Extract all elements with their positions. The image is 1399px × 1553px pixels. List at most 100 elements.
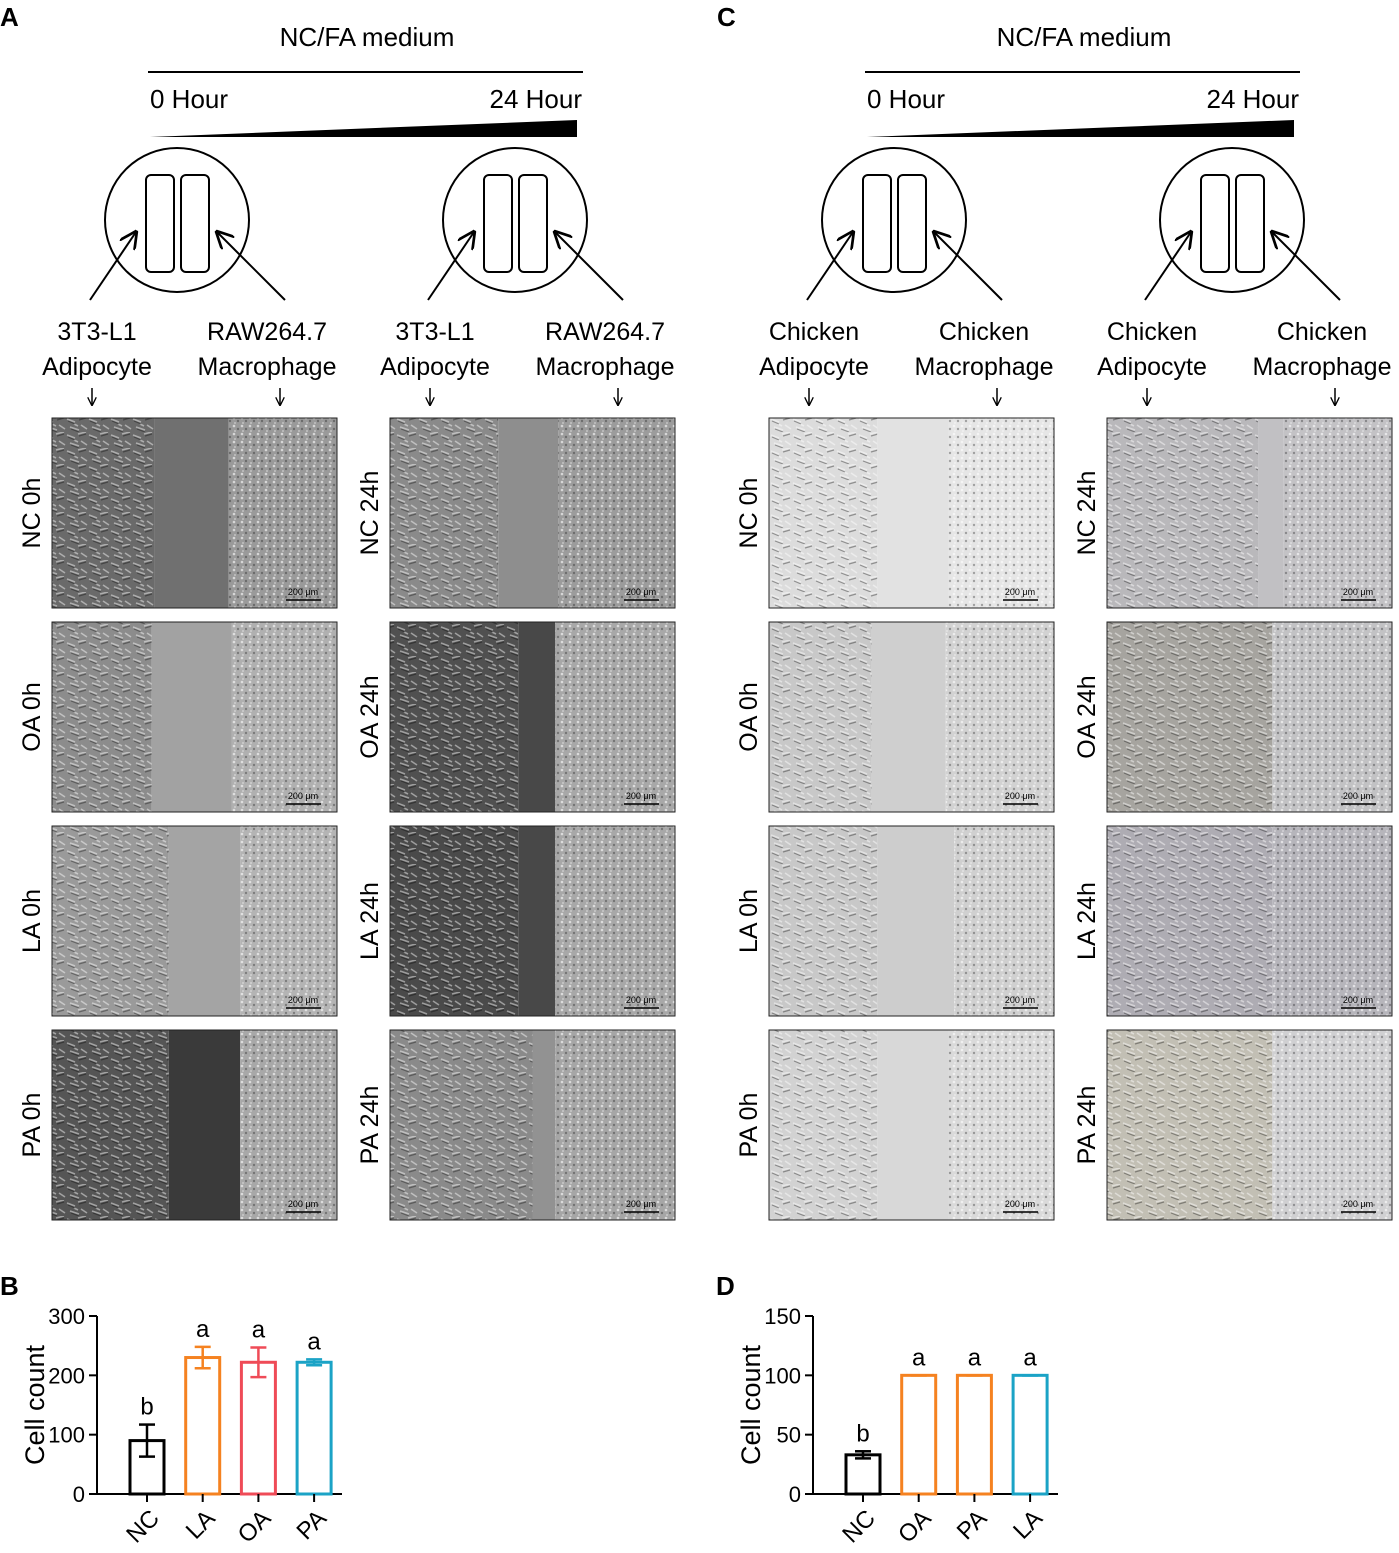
micrograph-texture: [555, 1030, 675, 1220]
row-label: NC 24h: [1073, 471, 1101, 556]
row-label: OA 0h: [18, 682, 46, 752]
significance-label: b: [856, 1420, 869, 1447]
scale-bar-label: 200 μm: [1343, 587, 1373, 597]
micrograph-texture: [52, 826, 169, 1016]
micrograph-frame: [768, 417, 1055, 609]
cell-label: 3T3-L1: [395, 318, 474, 346]
row-label: LA 24h: [1073, 882, 1101, 960]
significance-label: a: [1023, 1344, 1037, 1371]
cell-label: Macrophage: [915, 353, 1054, 381]
y-axis-label: Cell count: [736, 1344, 766, 1465]
cell-label: Macrophage: [536, 353, 675, 381]
time-wedge: [867, 120, 1294, 137]
significance-label: a: [912, 1344, 926, 1371]
x-tick-label: OA: [233, 1505, 277, 1549]
pointer-arrow: [1144, 232, 1191, 301]
micrograph-texture: [390, 1030, 533, 1220]
error-bar: [194, 1345, 211, 1370]
row-label: PA 0h: [735, 1093, 763, 1158]
micrograph-texture: [390, 826, 519, 1016]
micrograph-texture: [769, 418, 878, 608]
insert-well: [1200, 174, 1230, 273]
scale-bar-label: 200 μm: [288, 587, 318, 597]
cell-label: Macrophage: [198, 353, 337, 381]
row-label: OA 24h: [1073, 675, 1101, 758]
insert-well: [1235, 174, 1265, 273]
scale-bar-label: 200 μm: [1343, 791, 1373, 801]
micrograph-texture: [1283, 418, 1392, 608]
micrograph-gap: [518, 622, 556, 812]
insert-well: [862, 174, 892, 273]
panel-letter: A: [0, 2, 19, 32]
micrograph-texture: [1107, 1030, 1273, 1220]
significance-label: b: [140, 1394, 153, 1421]
error-bar: [306, 1358, 323, 1367]
pointer-arrow: [427, 232, 474, 301]
cell-label: Adipocyte: [1097, 353, 1207, 381]
micrograph-gap: [498, 418, 559, 608]
micrograph-frame: [1106, 621, 1393, 813]
x-tick-label: NC: [121, 1505, 165, 1549]
scale-bar-label: 200 μm: [626, 791, 656, 801]
medium-label: NC/FA medium: [280, 22, 455, 52]
cell-label: Chicken: [939, 318, 1029, 346]
significance-label: a: [196, 1316, 210, 1343]
micrograph-frame: [389, 417, 676, 609]
scale-bar-label: 200 μm: [288, 1199, 318, 1209]
cell-label: RAW264.7: [545, 318, 665, 346]
micrograph-gap: [151, 622, 232, 812]
insert-well: [145, 174, 175, 273]
bar: [844, 1453, 882, 1496]
bar: [900, 1373, 938, 1496]
scale-bar-label: 200 μm: [626, 995, 656, 1005]
y-tick-label: 150: [764, 1304, 801, 1329]
row-label: PA 24h: [356, 1086, 384, 1165]
micrograph-gap: [877, 418, 949, 608]
y-tick-label: 0: [789, 1482, 801, 1507]
row-label: NC 0h: [18, 478, 46, 549]
scale-bar-label: 200 μm: [626, 1199, 656, 1209]
micrograph-gap: [871, 622, 946, 812]
time-start: 0 Hour: [150, 84, 228, 114]
pointer-arrow: [934, 232, 1003, 301]
row-label: PA 24h: [1073, 1086, 1101, 1165]
micrograph-texture: [390, 418, 499, 608]
dish: [442, 147, 588, 293]
cell-label: RAW264.7: [207, 318, 327, 346]
scale-bar-label: 200 μm: [626, 587, 656, 597]
micrograph-gap: [168, 1030, 241, 1220]
micrograph-frame: [1106, 417, 1393, 609]
panel-letter: C: [717, 2, 736, 32]
row-label: LA 0h: [735, 889, 763, 953]
micrograph-texture: [52, 1030, 169, 1220]
micrograph-frame: [51, 621, 338, 813]
insert-well: [897, 174, 927, 273]
row-label: LA 0h: [18, 889, 46, 953]
scale-bar-label: 200 μm: [1005, 791, 1035, 801]
bar: [239, 1360, 277, 1496]
micrograph-frame: [1106, 1029, 1393, 1221]
bar: [1011, 1373, 1049, 1496]
micrograph-texture: [769, 826, 878, 1016]
micrograph-texture: [948, 418, 1054, 608]
micrograph-texture: [1272, 622, 1392, 812]
y-tick-label: 200: [48, 1363, 85, 1388]
cell-label: 3T3-L1: [57, 318, 136, 346]
scale-bar-label: 200 μm: [1005, 995, 1035, 1005]
micrograph-texture: [558, 418, 675, 608]
dish: [104, 147, 250, 293]
cell-label: Chicken: [769, 318, 859, 346]
micrograph-frame: [768, 825, 1055, 1017]
x-tick-label: PA: [952, 1505, 992, 1545]
pointer-arrow: [555, 232, 624, 301]
row-label: OA 0h: [735, 682, 763, 752]
bar: [955, 1373, 993, 1496]
medium-label: NC/FA medium: [997, 22, 1172, 52]
micrograph-gap: [877, 826, 955, 1016]
micrograph-frame: [51, 1029, 338, 1221]
time-end: 24 Hour: [1207, 84, 1300, 114]
error-bar: [139, 1423, 155, 1458]
micrograph-frame: [389, 825, 676, 1017]
micrograph-texture: [1107, 622, 1273, 812]
row-label: PA 0h: [18, 1093, 46, 1158]
